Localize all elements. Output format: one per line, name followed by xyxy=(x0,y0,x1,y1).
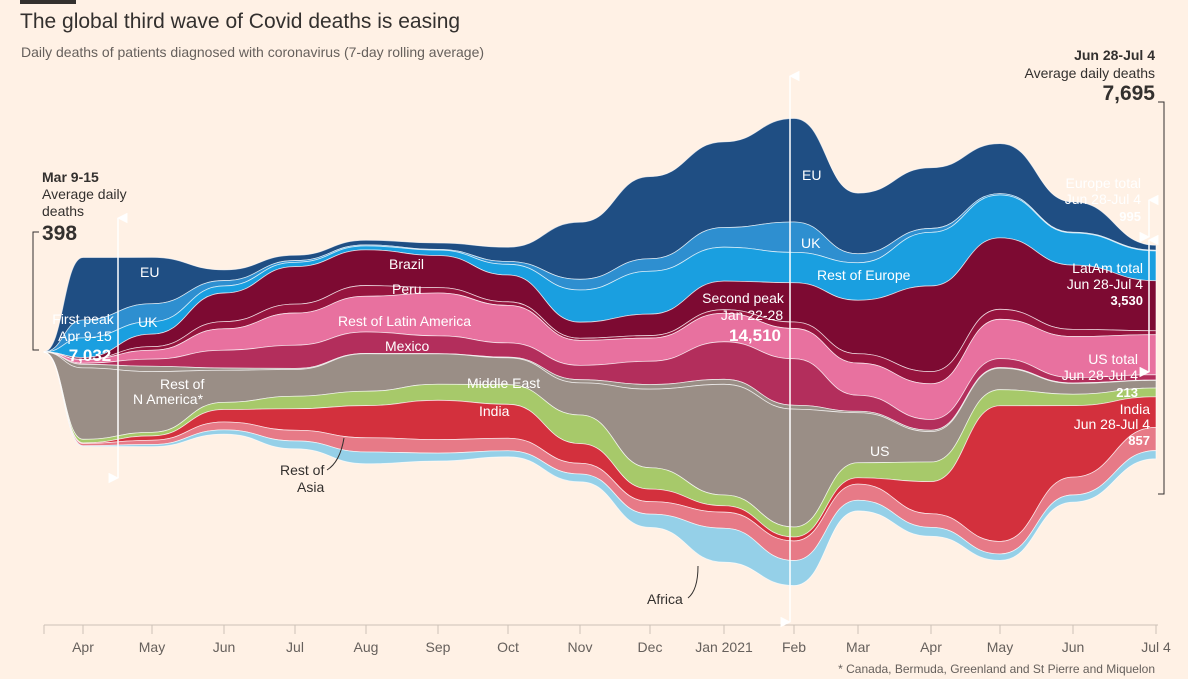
x-tick-label: Mar xyxy=(846,639,870,655)
india-total-value: 857 xyxy=(1128,433,1150,448)
label-us: US xyxy=(870,443,889,459)
first-peak-value: 7,032 xyxy=(69,346,112,365)
x-tick-label: Apr xyxy=(920,639,942,655)
header-rule xyxy=(20,0,76,4)
chart-subtitle: Daily deaths of patients diagnosed with … xyxy=(21,44,485,60)
chart-title: The global third wave of Covid deaths is… xyxy=(20,10,461,33)
us-total-date: Jun 28-Jul 4 xyxy=(1062,367,1138,383)
latam-total-title: LatAm total xyxy=(1072,260,1143,276)
india-total-date: Jun 28-Jul 4 xyxy=(1074,416,1150,432)
us-total-title: US total xyxy=(1088,351,1138,367)
start-annotation-value: 398 xyxy=(42,222,77,245)
label-eu-right: EU xyxy=(802,167,821,183)
label-brazil: Brazil xyxy=(389,256,424,272)
stream-layers xyxy=(43,118,1157,586)
europe-total-title: Europe total xyxy=(1066,175,1142,191)
india-total-title: India xyxy=(1120,401,1151,417)
x-tick-label: May xyxy=(139,639,165,655)
label-rest-n-america-2: N America* xyxy=(133,391,204,407)
label-africa: Africa xyxy=(647,591,683,607)
start-bracket xyxy=(32,231,39,351)
second-peak-value: 14,510 xyxy=(729,326,781,345)
label-rest-of-europe: Rest of Europe xyxy=(817,267,911,283)
us-total-value: 213 xyxy=(1116,385,1138,400)
label-rest-asia-2: Asia xyxy=(297,479,324,495)
label-mexico: Mexico xyxy=(385,338,430,354)
x-tick-label: Jun xyxy=(213,639,236,655)
x-tick-label: Apr xyxy=(72,639,94,655)
label-uk-left: UK xyxy=(138,314,158,330)
x-tick-label: Dec xyxy=(638,639,663,655)
x-tick-label: Sep xyxy=(426,639,451,655)
second-peak-date: Jan 22-28 xyxy=(721,307,783,323)
label-eu-left: EU xyxy=(140,264,159,280)
latam-total-value: 3,530 xyxy=(1110,293,1143,308)
footnote: * Canada, Bermuda, Greenland and St Pier… xyxy=(838,662,1155,676)
label-middle-east: Middle East xyxy=(467,375,540,391)
x-tick-label: May xyxy=(987,639,1013,655)
label-peru: Peru xyxy=(392,281,422,297)
end-bracket xyxy=(1158,101,1165,495)
x-tick-label: Oct xyxy=(497,639,519,655)
x-tick-label: Jun xyxy=(1062,639,1085,655)
stream-africa xyxy=(43,351,1157,586)
x-tick-label: Jan 2021 xyxy=(695,639,753,655)
latam-total-date: Jun 28-Jul 4 xyxy=(1067,276,1143,292)
end-annotation-value: 7,695 xyxy=(1102,82,1155,105)
africa-leader xyxy=(687,565,699,599)
second-peak-title: Second peak xyxy=(702,290,785,306)
start-annotation-line2: deaths xyxy=(42,203,84,219)
x-axis: Apr May Jun Jul Aug Sep Oct Nov Dec Jan 2021 Feb Ma… xyxy=(43,624,1171,655)
label-india: India xyxy=(479,403,510,419)
x-tick-label: Nov xyxy=(568,639,593,655)
x-tick-label: Jul 4 xyxy=(1141,639,1171,655)
label-rest-n-america-1: Rest of xyxy=(160,376,204,392)
label-rest-asia-1: Rest of xyxy=(280,462,324,478)
rest-asia-leader xyxy=(326,437,345,471)
europe-total-value: 995 xyxy=(1119,209,1141,224)
x-tick-label: Jul xyxy=(286,639,304,655)
label-rest-latam: Rest of Latin America xyxy=(338,313,471,329)
europe-total-date: Jun 28-Jul 4 xyxy=(1065,191,1141,207)
end-annotation-label: Average daily deaths xyxy=(1025,65,1156,81)
end-annotation-date: Jun 28-Jul 4 xyxy=(1074,47,1155,63)
start-annotation-line1: Average daily xyxy=(42,186,127,202)
label-uk-right: UK xyxy=(801,235,821,251)
first-peak-title: First peak xyxy=(52,311,114,327)
x-tick-label: Feb xyxy=(782,639,806,655)
first-peak-date: Apr 9-15 xyxy=(58,328,112,344)
x-tick-label: Aug xyxy=(354,639,379,655)
start-annotation-date: Mar 9-15 xyxy=(42,169,99,185)
